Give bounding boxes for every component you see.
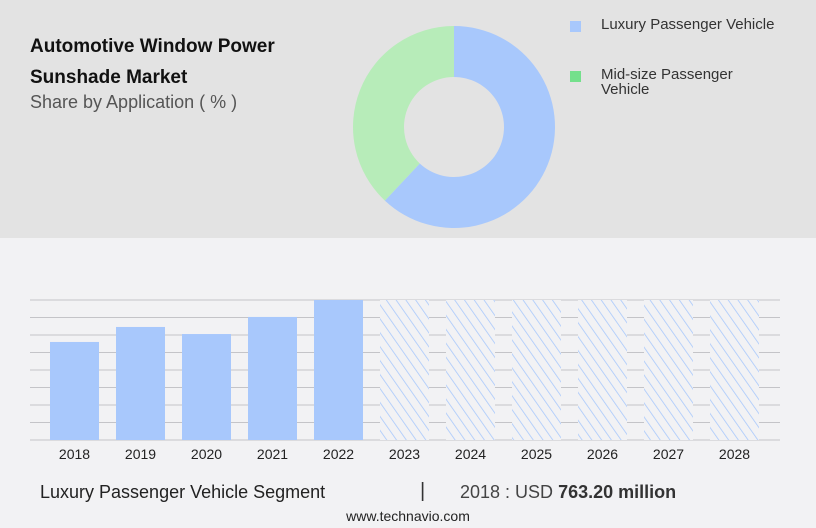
footer-value-amount: 763.20 million [558,482,677,502]
donut-chart [353,25,555,228]
footer-segment: Luxury Passenger Vehicle Segment [40,482,326,502]
footer-value: 2018 : USD 763.20 million [460,482,676,503]
page-subtitle: Share by Application ( % ) [30,92,238,112]
x-tick-label: 2024 [455,446,486,462]
legend-swatch [570,71,581,82]
website-link[interactable]: www.technavio.com [346,508,470,524]
x-tick-label: 2022 [323,446,354,462]
x-tick-label: 2025 [521,446,552,462]
x-tick-label: 2021 [257,446,288,462]
x-tick-label: 2020 [191,446,222,462]
bar-2021 [248,316,297,440]
legend-label: Luxury Passenger Vehicle [601,16,775,33]
footer-separator: | [420,480,426,502]
legend-label: Mid-size Passenger Vehicle [601,66,733,98]
x-tick-label: 2027 [653,446,684,462]
bar-2020 [182,334,231,440]
bars [50,300,759,440]
legend-item-midsize: Mid-size Passenger Vehicle [570,67,781,97]
forecast-bar-2025 [512,300,561,440]
x-tick-label: 2019 [125,446,156,462]
forecast-bar-2028 [710,300,759,440]
x-tick-label: 2028 [719,446,750,462]
x-axis-labels: 2018 2019 2020 2021 2022 2023 2024 2025 2026 2027… [59,446,750,462]
footer-value-prefix: 2018 : USD [460,482,554,502]
bar-2022 [314,300,363,440]
forecast-bar-2026 [578,300,627,440]
forecast-bar-2023 [380,300,429,440]
donut-slice [384,26,555,228]
legend-swatch [570,21,581,32]
bar-2018 [50,341,99,440]
x-tick-label: 2023 [389,446,420,462]
forecast-bar-2027 [644,300,693,440]
x-tick-label: 2018 [59,446,90,462]
legend-item-luxury: Luxury Passenger Vehicle [570,17,801,32]
forecast-bar-2024 [446,300,495,440]
donut-slice [353,25,454,201]
x-tick-label: 2026 [587,446,618,462]
page-title: Automotive Window Power Sunshade Market [30,36,275,88]
bar-2019 [116,326,165,440]
